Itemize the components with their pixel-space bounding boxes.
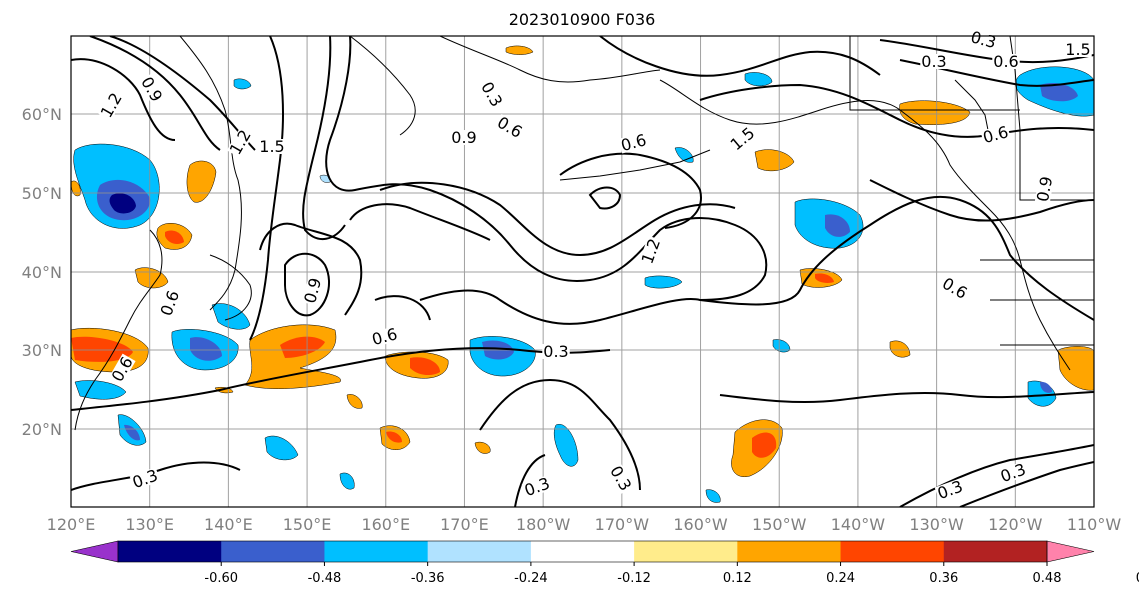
longitude-labels: 120°E 130°E 140°E 150°E 160°E 170°E 180°W 170°W…	[47, 515, 1122, 534]
longitude-label: 140°E	[204, 515, 253, 534]
contour-label-halo	[138, 73, 166, 105]
longitude-label: 150°W	[752, 515, 807, 534]
contour-lines	[71, 36, 1094, 507]
contour-label: 1.5	[259, 137, 284, 156]
longitude-label: 160°W	[673, 515, 728, 534]
longitude-label: 120°E	[47, 515, 96, 534]
gridlines	[71, 36, 1094, 507]
contour-label-halo	[226, 126, 254, 158]
colorbar-tick-label: -0.24	[514, 571, 548, 586]
contour-label-halo	[934, 478, 966, 502]
colorbar-swatch	[118, 541, 222, 562]
longitude-label: 180°W	[516, 515, 571, 534]
contour-label-halo	[158, 287, 182, 319]
latitude-label: 20°N	[22, 420, 62, 439]
contour-label-halo	[97, 89, 125, 121]
contour-label-halo	[920, 54, 948, 69]
contour-label-halo	[258, 139, 286, 154]
contour-label-halo	[1064, 42, 1092, 57]
map-frame	[70, 35, 1095, 508]
colorbar-tick-label: -0.48	[308, 571, 342, 586]
colorbar-outline	[117, 540, 1048, 563]
colorbar-tick-label: 0.24	[826, 571, 855, 586]
colorbar-tick-label: -0.36	[411, 571, 445, 586]
contour-label: 0.3	[921, 52, 946, 71]
latitude-label: 50°N	[22, 184, 62, 203]
colorbar-swatch	[427, 541, 532, 562]
anomaly-shading	[71, 45, 1094, 503]
contour-label-halo	[478, 78, 506, 110]
map-title: 2023010900 F036	[509, 10, 656, 29]
colorbar-extend-low	[70, 540, 119, 563]
colorbar-swatch	[943, 541, 1048, 562]
latitude-label: 40°N	[22, 263, 62, 282]
contour-label-halo	[521, 475, 553, 499]
colorbar: -0.60 -0.48 -0.36 -0.24 -0.12 0.12 0.24 0.36 0.4…	[70, 540, 1139, 586]
colorbar-swatch	[737, 541, 842, 562]
contour-label-halo	[369, 325, 400, 348]
colorbar-tick-label: -0.12	[617, 571, 651, 586]
colorbar-swatch	[840, 541, 945, 562]
colorbar-tick-label: 0.60	[1136, 571, 1139, 586]
colorbar-swatch	[221, 541, 325, 562]
contour-label: 1.5	[1065, 40, 1090, 59]
contour-label: 0.9	[1033, 175, 1056, 203]
contour-label-halo	[450, 130, 478, 145]
contour-label-halo	[639, 235, 663, 267]
contour-label-halo	[607, 462, 635, 494]
colorbar-tick-label: -0.60	[204, 571, 238, 586]
contour-label-halo	[108, 353, 136, 385]
longitude-label: 140°W	[831, 515, 886, 534]
colorbar-swatch	[530, 541, 635, 562]
contour-label: 0.3	[543, 342, 568, 361]
latitude-label: 60°N	[22, 105, 62, 124]
colorbar-swatch	[634, 541, 738, 562]
contour-label-halo	[997, 461, 1029, 485]
contour-label: 0.9	[451, 128, 476, 147]
longitude-label: 130°W	[909, 515, 964, 534]
colorbar-tick-label: 0.12	[723, 571, 752, 586]
contour-label-halo	[727, 124, 758, 154]
latitude-labels: 20°N 30°N 40°N 50°N 60°N	[22, 105, 62, 439]
longitude-label: 170°E	[440, 515, 489, 534]
latitude-label: 30°N	[22, 341, 62, 360]
longitude-label: 130°E	[125, 515, 174, 534]
longitude-label: 120°W	[988, 515, 1043, 534]
longitude-label: 110°W	[1067, 515, 1122, 534]
contour-label-halo	[542, 344, 570, 359]
colorbar-tick-label: 0.36	[929, 571, 958, 586]
contour-label-halo	[968, 28, 999, 51]
colorbar-swatch	[324, 541, 429, 562]
longitude-label: 150°E	[283, 515, 332, 534]
contour-label-halo	[980, 123, 1011, 146]
contour-label: 0.6	[993, 52, 1018, 71]
contour-label-halo	[992, 54, 1020, 69]
longitude-label: 160°E	[361, 515, 410, 534]
contour-label-halo	[1034, 174, 1055, 204]
colorbar-tick-label: 0.48	[1033, 571, 1062, 586]
longitude-label: 170°W	[595, 515, 650, 534]
contour-label-halo	[129, 467, 161, 491]
contour-label-halo	[301, 275, 324, 306]
contour-labels: 1.20.91.51.20.30.60.9 0.6 1.50.9 0.60.60.3 0…	[97, 27, 1092, 503]
contour-label-halo	[618, 131, 649, 154]
contour-label-halo	[494, 113, 526, 141]
colorbar-extend-high	[1046, 540, 1095, 563]
contour-label-halo	[939, 274, 971, 302]
